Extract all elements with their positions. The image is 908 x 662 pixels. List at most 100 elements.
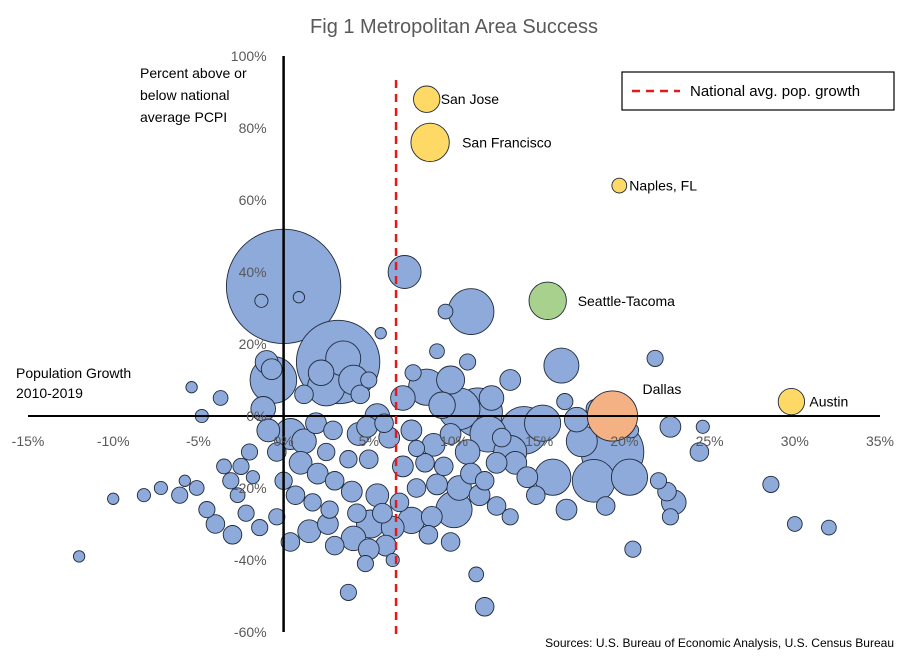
bubble-label-naples-fl: Naples, FL (629, 178, 697, 194)
bubble-point (303, 493, 322, 512)
bubble-point (478, 385, 505, 411)
bubble-point (212, 390, 229, 406)
y-tick-label: 60% (239, 192, 267, 208)
bubble-point (485, 451, 508, 474)
bubble-seattle-tacoma (528, 281, 567, 320)
bubble-point (251, 519, 269, 537)
bubble-point (426, 473, 448, 496)
bubble-point (474, 471, 495, 491)
bubble-point (649, 472, 668, 490)
source-note: Sources: U.S. Bureau of Economic Analysi… (545, 636, 894, 650)
labeled-bubble-layer (410, 85, 806, 442)
bubble-point (216, 458, 232, 475)
bubble-point (762, 475, 780, 493)
bubble-san-jose (413, 85, 441, 113)
bubble-point (404, 364, 422, 382)
bubble-point (267, 442, 287, 462)
bubble-point (389, 492, 410, 513)
bubble-point (240, 443, 259, 461)
bubble-point (292, 291, 306, 304)
bubble-point (516, 466, 539, 489)
bubble-point (254, 293, 269, 308)
bubble-point (324, 471, 345, 491)
bubble-point (556, 393, 574, 411)
x-axis-label-line-2: 2010-2019 (16, 385, 83, 401)
bubble-point (459, 353, 477, 371)
bubble-point (821, 519, 837, 536)
bubble-point (434, 456, 454, 477)
x-axis-label-line-1: Population Growth (16, 365, 131, 381)
bubble-point (323, 420, 343, 441)
bubble-point (406, 478, 427, 498)
y-tick-label: 100% (231, 48, 267, 64)
x-tick-label: 15% (525, 433, 553, 449)
bubble-point (440, 532, 461, 552)
x-tick-label: 0% (273, 433, 293, 449)
bubble-point (429, 343, 445, 360)
bubble-point (387, 255, 422, 289)
bubble-point (646, 349, 664, 367)
bubble-naples-fl (611, 177, 628, 194)
bubble-point (256, 418, 281, 443)
bubble-point (610, 458, 649, 496)
bubble-point (107, 492, 120, 505)
y-tick-label: 80% (239, 120, 267, 136)
bubble-point (188, 480, 205, 496)
bubble-point (439, 423, 462, 445)
y-tick-label: -20% (234, 480, 267, 496)
bubble-point (232, 457, 250, 475)
bubble-label-austin: Austin (809, 394, 848, 410)
bubble-point (372, 502, 393, 524)
bubble-label-seattle-tacoma: Seattle-Tacoma (578, 293, 675, 309)
bubble-point (418, 525, 439, 545)
bubble-point (305, 412, 327, 435)
bubble-point (280, 532, 301, 552)
bubble-point (428, 391, 456, 419)
bubble-point (499, 369, 522, 391)
bubble-point (436, 365, 466, 395)
x-tick-label: 10% (440, 433, 468, 449)
bubble-point (365, 483, 390, 508)
y-tick-label: 20% (239, 336, 267, 352)
bubble-point (385, 552, 400, 568)
x-tick-label: 25% (696, 433, 724, 449)
bubble-point (340, 480, 363, 503)
bubble-point (486, 496, 507, 516)
bubble-point (285, 485, 306, 505)
x-tick-label: 5% (359, 433, 379, 449)
bubble-point (339, 450, 358, 469)
x-tick-labels: -15% -10% -5% 0% 5% 10% 15% 20% 25% 30% 35% (12, 433, 894, 449)
bubble-point (786, 516, 803, 532)
y-tick-label: 0% (246, 408, 266, 424)
bubble-point (245, 470, 260, 485)
bubble-point (360, 371, 378, 389)
bubble-point (595, 496, 616, 516)
y-axis-label-line-3: average PCPI (140, 109, 227, 125)
x-tick-label: 30% (781, 433, 809, 449)
bubble-point (171, 486, 189, 504)
bubble-label-san-jose: San Jose (441, 91, 500, 107)
bubble-point (350, 384, 371, 405)
bubble-point (659, 415, 682, 438)
bubble-point (222, 525, 243, 545)
bubble-point (524, 404, 562, 442)
bubble-point (624, 540, 642, 558)
bubble-point (178, 474, 191, 487)
bubble-point (374, 413, 394, 433)
bubble-point (153, 480, 168, 496)
bubble-point (185, 381, 198, 394)
bubble-point (359, 449, 379, 469)
bubble-point (356, 555, 374, 573)
x-tick-label: -10% (97, 433, 130, 449)
bubble-point (661, 508, 679, 526)
legend-entry-label: National avg. pop. growth (690, 83, 860, 100)
y-axis-label-line-2: below national (140, 87, 230, 103)
y-tick-label: -40% (234, 552, 267, 568)
bubble-point (205, 514, 226, 534)
bubble-point (437, 303, 454, 320)
bubble-point (689, 442, 710, 462)
bubble-point (392, 455, 414, 478)
bubble-point (307, 359, 335, 387)
bubble-layer (72, 228, 837, 617)
